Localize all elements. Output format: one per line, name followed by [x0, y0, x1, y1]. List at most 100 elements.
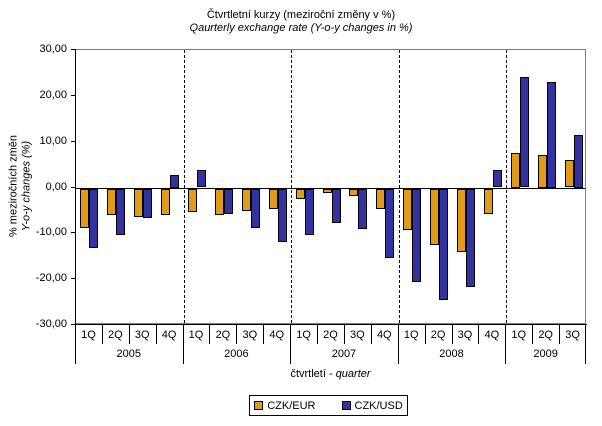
- bar-czk-eur-2006-1q: [188, 188, 198, 212]
- x-quarter-label: 2Q: [430, 329, 446, 341]
- x-quarter-label: 1Q: [511, 329, 527, 341]
- y-axis-tick: [71, 140, 75, 142]
- legend: CZK/EUR CZK/USD: [249, 395, 408, 416]
- y-axis-tick: [71, 94, 75, 96]
- legend-label-czk-usd: CZK/USD: [354, 399, 403, 412]
- bar-czk-usd-2006-4q: [277, 188, 287, 243]
- legend-item-czk-eur: CZK/EUR: [254, 400, 316, 412]
- quarter-separator: [128, 324, 130, 344]
- y-axis-tick: [71, 278, 75, 280]
- bar-czk-usd-2009-2q: [546, 81, 556, 188]
- bar-czk-usd-2009-1q: [519, 77, 529, 188]
- quarter-separator: [559, 324, 561, 344]
- y-tick-label: -10,00: [35, 226, 67, 239]
- plot-area: [75, 49, 586, 324]
- x-quarter-label: 2Q: [215, 329, 231, 341]
- bar-czk-usd-2008-3q: [465, 188, 475, 288]
- y-tick-label: 20,00: [39, 88, 67, 101]
- bar-czk-eur-2009-1q: [510, 153, 520, 188]
- x-quarter-label: 4Q: [484, 329, 500, 341]
- year-separator-dashed-line: [291, 50, 293, 323]
- x-quarter-label: 1Q: [81, 329, 96, 341]
- year-separator-dashed-line: [506, 50, 508, 323]
- bar-czk-usd-2006-1q: [197, 170, 207, 188]
- bar-czk-usd-2007-2q: [331, 188, 341, 223]
- zero-gridline: [76, 187, 585, 189]
- quarter-separator: [317, 324, 319, 344]
- x-quarter-label: 3Q: [242, 329, 258, 341]
- czk-usd-swatch-icon: [341, 401, 351, 410]
- quarter-separator: [263, 324, 265, 344]
- y-tick-label: 30,00: [39, 43, 67, 55]
- bar-czk-usd-2007-4q: [385, 188, 395, 259]
- bar-czk-usd-2007-1q: [304, 188, 314, 235]
- bar-czk-eur-2008-1q: [403, 188, 413, 230]
- chart-header: Čtvrtletní kurzy (meziroční změny v %) Q…: [0, 9, 602, 35]
- quarter-separator: [209, 324, 211, 344]
- chart-subtitle: Qaurterly exchange rate (Y-o-y changes i…: [189, 22, 413, 34]
- y-axis-tick: [71, 186, 75, 188]
- bar-czk-eur-2007-3q: [349, 188, 359, 196]
- x-quarter-label: 3Q: [350, 329, 365, 341]
- quarter-separator: [370, 324, 372, 344]
- bar-czk-eur-2007-4q: [376, 188, 386, 210]
- year-separator: [505, 324, 507, 364]
- y-tick-label: 10,00: [39, 134, 67, 147]
- x-quarter-label: 1Q: [296, 329, 311, 341]
- quarter-separator: [424, 324, 426, 344]
- bar-czk-eur-2006-2q: [214, 188, 224, 216]
- x-axis-title: čtvrtletí - quarter: [75, 368, 586, 380]
- quarter-separator: [101, 324, 103, 344]
- year-separator: [182, 324, 184, 364]
- y-tick-label: -30,00: [35, 318, 67, 330]
- x-quarter-label: 4Q: [269, 329, 285, 341]
- x-quarter-label: 3Q: [457, 329, 473, 341]
- year-separator: [75, 324, 76, 364]
- chart-title: Čtvrtletní kurzy (meziroční změny v %): [206, 9, 396, 21]
- bar-czk-eur-2005-2q: [107, 188, 117, 216]
- bar-czk-eur-2007-2q: [322, 188, 332, 193]
- quarter-separator: [478, 324, 480, 344]
- bar-czk-usd-2009-3q: [573, 135, 583, 188]
- year-separator-dashed-line: [183, 50, 185, 323]
- bar-czk-usd-2006-3q: [250, 188, 260, 228]
- bar-czk-eur-2009-3q: [564, 159, 574, 188]
- y-tick-label: 0,00: [45, 180, 67, 193]
- year-separator-dashed-line: [398, 50, 400, 323]
- y-axis-line: [75, 49, 76, 325]
- bar-czk-eur-2009-2q: [537, 154, 547, 188]
- quarter-separator: [343, 324, 345, 344]
- year-separator: [290, 324, 292, 364]
- bar-czk-usd-2006-2q: [223, 188, 233, 215]
- quarter-separator: [451, 324, 453, 344]
- x-year-label: 2007: [331, 348, 357, 360]
- bar-czk-usd-2005-2q: [116, 188, 126, 235]
- y-tick-label: -20,00: [35, 272, 67, 285]
- czk-eur-swatch-icon: [254, 401, 264, 410]
- bar-czk-usd-2007-3q: [358, 188, 368, 229]
- x-quarter-label: 4Q: [161, 329, 177, 341]
- bar-czk-eur-2008-3q: [456, 188, 466, 253]
- x-quarter-label: 2Q: [323, 329, 338, 341]
- y-axis-tick: [71, 324, 75, 325]
- bar-czk-usd-2008-4q: [492, 170, 502, 188]
- x-year-label: 2006: [224, 348, 249, 360]
- x-quarter-label: 1Q: [188, 329, 204, 341]
- bar-czk-usd-2008-1q: [412, 188, 422, 282]
- bar-czk-usd-2005-4q: [170, 175, 180, 188]
- bar-czk-eur-2007-1q: [295, 188, 305, 199]
- x-quarter-label: 1Q: [403, 329, 419, 341]
- x-year-label: 2008: [439, 348, 464, 360]
- x-year-label: 2005: [116, 348, 142, 360]
- x-quarter-label: 4Q: [376, 329, 392, 341]
- y-axis-tick: [71, 232, 75, 234]
- y-axis-tick: [71, 49, 75, 50]
- x-axis-line: [75, 324, 587, 325]
- x-axis-title-cz: čtvrtletí -: [290, 368, 336, 380]
- x-quarter-label: 2Q: [107, 329, 123, 341]
- bar-czk-eur-2006-4q: [268, 188, 278, 210]
- x-quarter-label: 3Q: [134, 329, 150, 341]
- quarter-separator: [155, 324, 157, 344]
- bar-czk-eur-2005-4q: [161, 188, 171, 216]
